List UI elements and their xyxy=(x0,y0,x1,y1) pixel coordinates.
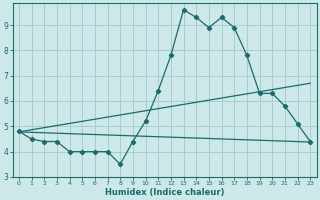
X-axis label: Humidex (Indice chaleur): Humidex (Indice chaleur) xyxy=(105,188,224,197)
